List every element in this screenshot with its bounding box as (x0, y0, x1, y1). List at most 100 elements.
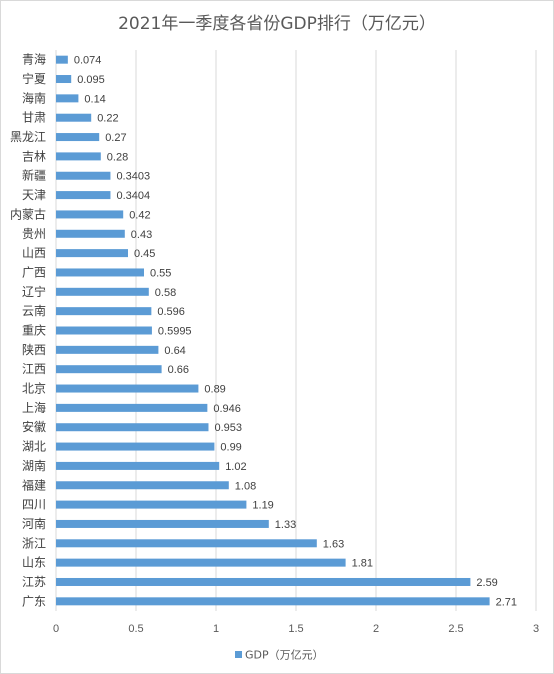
data-label: 0.095 (77, 74, 105, 86)
bar (56, 152, 101, 161)
category-label: 吉林 (22, 149, 46, 163)
bar (56, 442, 215, 451)
legend-swatch (235, 651, 242, 658)
category-label: 北京 (22, 382, 46, 396)
data-label: 1.19 (252, 500, 273, 512)
x-tick-label: 2 (373, 623, 379, 635)
data-label: 0.58 (155, 287, 176, 299)
bar (56, 326, 152, 335)
data-label: 0.953 (214, 422, 242, 434)
data-label: 0.5995 (158, 326, 192, 338)
x-tick-label: 3 (533, 623, 539, 635)
x-tick-label: 2.5 (448, 623, 463, 635)
bar (56, 577, 471, 586)
data-label: 0.66 (168, 364, 189, 376)
category-label: 四川 (22, 498, 46, 512)
bar (56, 481, 229, 490)
chart-title: 2021年一季度各省份GDP排行（万亿元） (118, 14, 436, 34)
category-label: 新疆 (22, 168, 46, 183)
category-label: 内蒙古 (10, 206, 46, 221)
category-label: 山东 (22, 556, 46, 570)
data-label: 1.63 (323, 538, 344, 550)
category-label: 云南 (22, 303, 46, 318)
bar (56, 229, 125, 238)
bar (56, 500, 247, 509)
data-label: 0.64 (164, 345, 185, 357)
bar (56, 345, 159, 354)
x-tick-label: 1.5 (288, 623, 303, 635)
bar (56, 519, 269, 528)
category-label: 安徽 (22, 419, 46, 434)
bars (56, 55, 490, 606)
bar (56, 55, 68, 64)
category-label: 江西 (22, 362, 46, 376)
category-label: 河南 (22, 516, 46, 531)
legend-label: GDP（万亿元） (245, 649, 324, 662)
data-label: 2.59 (476, 577, 497, 589)
category-label: 宁夏 (22, 71, 46, 86)
category-label: 海南 (22, 90, 46, 105)
category-label: 广西 (22, 265, 46, 279)
category-label: 辽宁 (22, 284, 46, 299)
x-axis-ticks: 0 0.5 1 1.5 2 2.5 3 (53, 623, 539, 635)
data-label: 1.33 (275, 519, 296, 531)
bar (56, 113, 92, 122)
grid-lines (55, 50, 537, 611)
x-tick-label: 0 (53, 623, 59, 635)
bar (56, 75, 72, 84)
bar (56, 403, 208, 412)
bar (56, 461, 220, 470)
data-label: 0.27 (105, 132, 126, 144)
category-label: 广东 (22, 594, 46, 608)
data-label: 0.99 (220, 442, 241, 454)
data-label: 1.08 (235, 480, 256, 492)
x-tick-label: 1 (213, 623, 219, 635)
data-label: 0.596 (157, 306, 185, 318)
data-label: 0.55 (150, 267, 171, 279)
data-label: 2.71 (496, 596, 517, 608)
data-label: 0.3403 (116, 171, 150, 183)
bar (56, 249, 128, 258)
data-label: 1.81 (352, 558, 373, 570)
category-label: 天津 (22, 188, 46, 202)
bar (56, 171, 111, 180)
bar (56, 384, 199, 393)
bar (56, 597, 490, 606)
category-label: 浙江 (22, 536, 46, 550)
bar (56, 307, 152, 316)
bar (56, 133, 100, 142)
data-label: 0.22 (97, 113, 118, 125)
bar (56, 191, 111, 200)
data-label: 1.02 (225, 461, 246, 473)
category-label: 黑龙江 (10, 130, 46, 144)
legend: GDP（万亿元） (235, 649, 324, 662)
data-label: 0.074 (74, 55, 102, 67)
bar (56, 94, 79, 103)
data-label: 0.45 (134, 248, 155, 260)
bar (56, 539, 317, 548)
bar (56, 287, 149, 296)
category-label: 湖南 (22, 458, 46, 473)
data-label: 0.42 (129, 209, 150, 221)
data-label: 0.28 (107, 151, 128, 163)
bar (56, 558, 346, 567)
bar (56, 423, 209, 432)
category-label: 湖北 (22, 439, 46, 454)
category-label: 江苏 (22, 575, 46, 589)
data-label: 0.43 (131, 229, 152, 241)
data-label: 0.14 (84, 93, 105, 105)
bar (56, 268, 144, 277)
data-label: 0.946 (213, 403, 241, 415)
data-label: 0.3404 (116, 190, 150, 202)
category-label: 甘肃 (22, 111, 46, 125)
category-label: 福建 (22, 477, 46, 492)
category-labels: 青海宁夏海南甘肃黑龙江吉林新疆天津内蒙古贵州山西广西辽宁云南重庆陕西江西北京上海… (10, 52, 46, 609)
category-label: 重庆 (22, 324, 46, 338)
x-tick-label: 0.5 (128, 623, 143, 635)
category-label: 青海 (22, 52, 46, 67)
bar (56, 210, 124, 219)
category-label: 贵州 (22, 227, 46, 241)
data-labels: 0.074 0.095 0.14 0.22 0.27 0.28 0.3403 0.3404 0.… (74, 55, 517, 609)
category-label: 上海 (22, 400, 46, 415)
